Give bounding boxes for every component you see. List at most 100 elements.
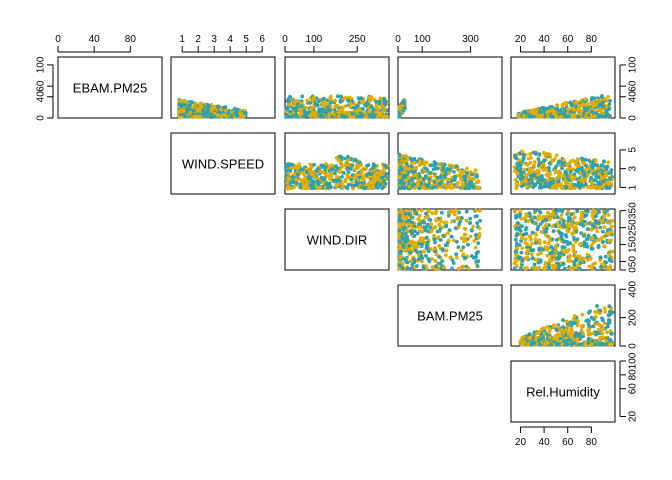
panel-layer: EBAM.PM25WIND.SPEEDWIND.DIRBAM.PM25Rel.H… xyxy=(57,56,616,423)
data-point xyxy=(592,185,597,190)
data-point xyxy=(400,222,405,227)
data-point xyxy=(572,215,577,220)
panel-ebam-pm25-vs-wind-speed xyxy=(170,56,276,119)
data-point xyxy=(410,248,415,253)
data-point xyxy=(584,242,589,247)
data-point xyxy=(219,114,224,119)
data-point xyxy=(384,172,389,176)
data-point xyxy=(444,168,449,173)
data-point xyxy=(534,107,539,112)
data-point xyxy=(527,114,532,119)
data-point xyxy=(357,108,362,112)
data-point xyxy=(582,234,586,238)
data-point xyxy=(343,162,348,167)
data-point xyxy=(601,235,606,239)
data-point xyxy=(452,178,457,182)
data-point xyxy=(606,95,610,99)
data-point xyxy=(558,171,563,176)
data-point xyxy=(564,234,569,239)
data-point xyxy=(439,180,444,184)
data-point xyxy=(407,166,412,171)
data-point xyxy=(421,177,426,182)
data-point xyxy=(513,169,517,174)
data-point xyxy=(407,218,412,223)
data-point xyxy=(593,158,598,162)
data-point xyxy=(449,234,454,239)
data-point xyxy=(517,114,521,119)
data-point xyxy=(462,239,466,244)
data-point xyxy=(312,162,316,167)
data-point xyxy=(438,218,443,223)
data-point xyxy=(400,262,405,266)
data-point xyxy=(179,109,184,114)
data-point xyxy=(602,213,607,218)
data-point xyxy=(429,163,433,168)
data-point xyxy=(545,110,549,115)
data-point xyxy=(309,186,314,191)
data-point xyxy=(471,224,475,229)
data-point xyxy=(312,174,317,178)
data-point xyxy=(603,310,607,314)
data-point xyxy=(375,114,380,119)
data-point xyxy=(404,162,409,167)
panel-ebam-pm25-vs-ebam-pm25: EBAM.PM25 xyxy=(57,56,163,119)
data-point xyxy=(364,167,368,171)
data-point xyxy=(350,111,355,116)
data-point xyxy=(316,182,321,187)
data-point xyxy=(547,266,552,271)
data-point xyxy=(294,105,299,110)
data-point xyxy=(530,219,535,224)
data-point xyxy=(468,216,473,221)
data-point xyxy=(284,163,289,168)
data-point xyxy=(301,114,306,119)
data-point xyxy=(405,238,410,242)
data-point xyxy=(330,167,335,172)
data-point xyxy=(350,180,354,185)
data-point xyxy=(355,104,359,109)
data-point xyxy=(594,214,598,219)
data-point xyxy=(602,244,607,249)
panel-frame xyxy=(57,56,163,119)
data-point xyxy=(442,265,446,270)
data-point xyxy=(433,211,438,216)
data-point xyxy=(352,183,357,188)
data-point xyxy=(397,225,402,229)
data-point xyxy=(429,222,434,226)
data-point xyxy=(583,97,588,101)
data-point xyxy=(532,163,537,168)
data-point xyxy=(226,111,231,116)
data-point xyxy=(291,106,296,111)
data-point xyxy=(356,185,361,190)
data-point xyxy=(402,181,406,186)
data-point xyxy=(542,158,547,163)
data-point xyxy=(575,237,580,242)
data-point xyxy=(357,96,362,101)
data-point xyxy=(537,152,542,157)
data-point xyxy=(234,112,239,117)
data-point xyxy=(521,153,526,157)
data-point xyxy=(581,256,586,261)
data-point xyxy=(570,224,575,228)
data-point xyxy=(359,163,363,168)
data-point xyxy=(179,112,183,117)
data-point xyxy=(607,231,612,236)
data-point xyxy=(514,213,518,218)
data-point xyxy=(287,114,292,119)
data-point xyxy=(529,109,534,113)
data-point xyxy=(369,105,374,109)
data-point xyxy=(554,114,559,119)
data-point xyxy=(610,249,615,254)
data-point xyxy=(206,107,210,111)
data-point xyxy=(560,162,565,167)
data-point xyxy=(417,174,422,179)
data-point xyxy=(292,172,296,177)
data-point xyxy=(338,99,343,104)
data-point xyxy=(417,186,422,191)
data-point xyxy=(217,110,222,114)
data-point xyxy=(577,104,582,109)
data-point xyxy=(338,110,343,114)
data-point xyxy=(397,114,402,119)
data-point xyxy=(604,173,609,178)
data-point xyxy=(540,106,545,110)
